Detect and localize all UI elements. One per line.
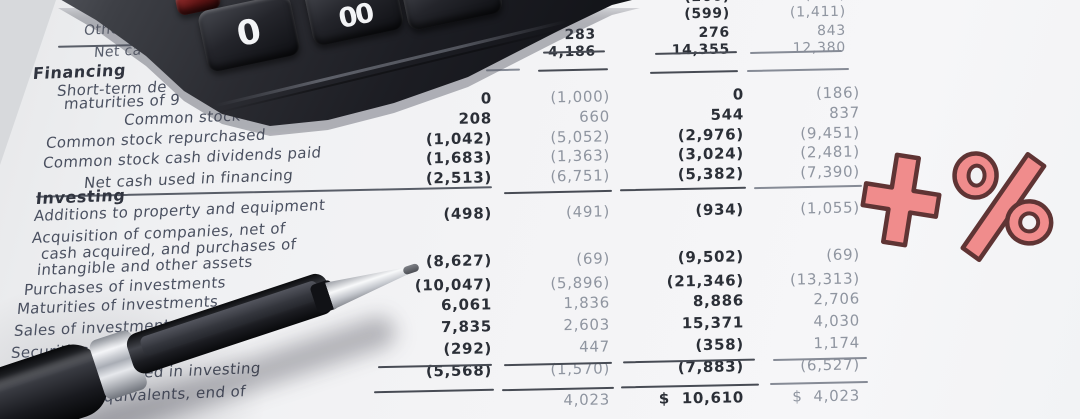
value-cell: (358) (695, 335, 745, 355)
value-cell: (7,390) (800, 162, 861, 182)
value-cell: (1,000) (550, 87, 611, 107)
value-cell: 1,836 (563, 293, 611, 313)
value-cell: (934) (695, 200, 745, 220)
pen-tip (402, 262, 420, 276)
value-cell: (1,411) (789, 3, 847, 21)
value-cell: 843 (816, 22, 847, 40)
value-cell: (9,502) (677, 247, 745, 267)
underline-rule (619, 186, 747, 192)
value-cell: (491) (565, 202, 611, 222)
plus-icon (860, 152, 942, 248)
value-cell: (2,976) (677, 125, 745, 145)
value-cell: (1,055) (800, 198, 861, 218)
value-cell: 544 (710, 105, 745, 124)
value-cell: $ 10,610 (658, 388, 745, 408)
value-cell: (69) (826, 245, 861, 265)
value-cell: 2,706 (813, 289, 861, 309)
value-cell: (5,382) (677, 164, 745, 184)
value-cell: (6,751) (550, 166, 611, 186)
key-label: 00 (335, 0, 376, 35)
value-cell: 4,023 (563, 390, 611, 410)
value-cell: 12,380 (792, 39, 847, 57)
value-cell: 837 (829, 103, 861, 122)
plus-percent-symbol (860, 151, 1054, 263)
underline-rule (769, 380, 869, 385)
value-cell: 276 (698, 24, 731, 42)
value-cell: (2,513) (425, 168, 493, 188)
value-cell: (1,683) (425, 148, 493, 168)
key-label: 0 (233, 10, 265, 56)
value-cell: (2,481) (800, 142, 861, 162)
value-cell: (186) (815, 83, 861, 103)
underline-rule (746, 67, 850, 72)
value-cell: (21,346) (666, 271, 745, 291)
value-cell: 1,174 (813, 333, 861, 353)
underline-rule (537, 68, 609, 72)
value-cell: (5,896) (550, 273, 611, 293)
value-cell: (9,451) (800, 123, 861, 143)
value-cell: (5,052) (550, 127, 611, 147)
value-cell: 15,371 (681, 313, 745, 333)
underline-rule (503, 189, 613, 195)
value-cell: 14,355 (671, 41, 731, 59)
value-cell: 4,030 (813, 311, 861, 331)
value-cell: (13,313) (789, 269, 861, 289)
value-cell: (1,363) (550, 146, 611, 166)
value-cell: 0 (732, 85, 745, 104)
value-cell: $ 4,023 (792, 386, 861, 406)
percent-icon (952, 151, 1054, 263)
value-cell: (69) (576, 249, 611, 268)
value-cell: 8,886 (692, 291, 745, 311)
value-cell: (3,024) (677, 144, 745, 164)
value-cell: (1,042) (425, 129, 493, 149)
underline-rule (753, 184, 863, 189)
value-cell: 660 (579, 107, 611, 126)
value-cell: 208 (458, 109, 493, 128)
underline-rule (649, 70, 739, 74)
